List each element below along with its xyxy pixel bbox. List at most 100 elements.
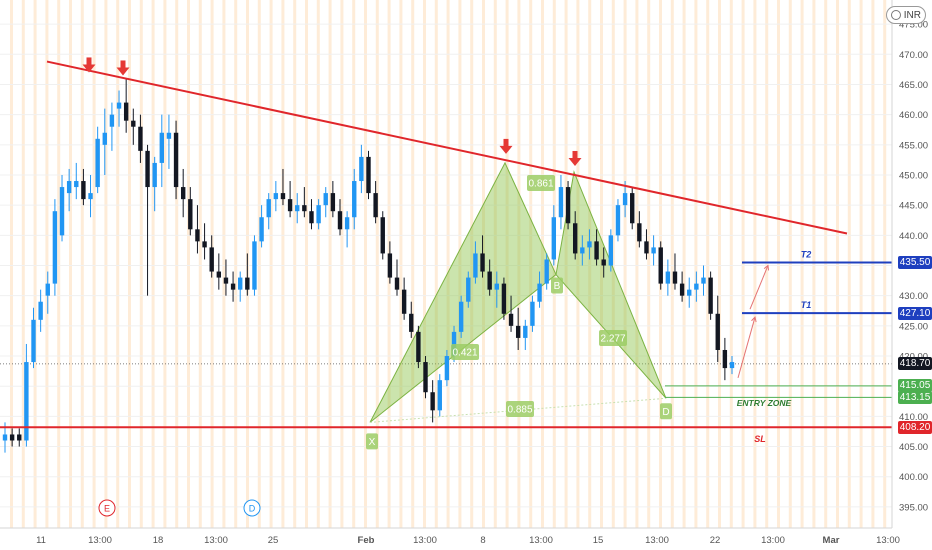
session-stripe	[777, 0, 780, 528]
session-stripe	[364, 0, 367, 528]
session-stripe	[57, 0, 61, 528]
session-stripe	[198, 0, 202, 528]
candle-body	[565, 187, 571, 224]
session-stripe	[234, 0, 238, 528]
candle-body	[38, 301, 43, 320]
session-stripe	[269, 0, 273, 528]
session-stripe	[647, 0, 651, 528]
candle-body	[672, 271, 678, 284]
candle-body	[280, 193, 286, 200]
candle-body	[679, 283, 685, 296]
currency-badge[interactable]: INR	[885, 6, 926, 24]
stop-loss-label: SL	[754, 434, 766, 444]
price-tick-label: 470.00	[899, 50, 928, 61]
candle-body	[95, 138, 100, 188]
candle-body	[252, 241, 257, 290]
session-stripe	[883, 0, 887, 528]
price-tick-label: 475.00	[899, 20, 928, 31]
point-x-label-bg	[366, 433, 378, 450]
arrow-down-icon	[82, 64, 96, 73]
time-tick-label: 18	[153, 535, 164, 546]
currency-label: INR	[903, 9, 921, 21]
time-tick-label: 13:00	[88, 535, 112, 546]
session-stripe	[163, 0, 167, 528]
candle-body	[530, 301, 535, 326]
session-stripe	[765, 0, 769, 528]
candle-body	[501, 283, 507, 314]
session-stripe	[470, 0, 474, 528]
candle-body	[238, 277, 243, 290]
candle-body	[366, 156, 371, 194]
ratio-xd-label: 0.885	[507, 405, 532, 416]
candle-body	[166, 132, 172, 139]
candle-body	[594, 241, 599, 260]
candle-body	[580, 247, 585, 254]
session-stripe	[623, 0, 627, 528]
candle-body	[508, 313, 514, 326]
ratio-xd-label-bg	[506, 401, 534, 417]
session-stripe	[175, 0, 179, 528]
candle-body	[458, 301, 464, 332]
candle-body	[202, 241, 207, 248]
candle-body	[608, 235, 614, 266]
ratio-ac-label: 0.861	[528, 179, 553, 190]
resistance-trendline	[46, 60, 848, 235]
candle-body	[245, 277, 250, 290]
session-stripe	[305, 0, 308, 528]
candle-body	[515, 325, 521, 338]
candle-body	[651, 247, 656, 254]
session-stripe	[104, 0, 108, 528]
session-stripe	[222, 0, 226, 528]
event-marker-icon	[98, 499, 116, 517]
candle-body	[230, 283, 236, 290]
event-marker-label: E	[104, 504, 110, 514]
session-stripe	[493, 0, 497, 528]
price-tick-label: 450.00	[899, 170, 928, 181]
candle-body	[715, 313, 720, 350]
time-tick-label: 13:00	[529, 535, 553, 546]
candle-body	[444, 356, 450, 381]
candle-body	[323, 193, 328, 206]
candle-body	[195, 229, 200, 242]
session-stripe	[257, 0, 261, 528]
candle-body	[302, 205, 307, 212]
candle-body	[309, 211, 314, 224]
candle-body	[145, 150, 150, 188]
price-tick-label: 445.00	[899, 201, 928, 212]
candle-body	[102, 132, 107, 145]
candle-body	[17, 434, 22, 441]
candle-body	[587, 241, 592, 248]
candle-body	[551, 217, 557, 260]
session-stripe	[718, 0, 721, 528]
candle-body	[173, 132, 179, 188]
candle-body	[451, 331, 457, 357]
candle-body	[665, 271, 671, 284]
session-stripe	[10, 0, 13, 528]
time-tick-label: 13:00	[413, 535, 437, 546]
arrow-down-icon	[120, 60, 126, 69]
session-stripe	[541, 0, 544, 528]
session-stripe	[340, 0, 344, 528]
candle-body	[708, 277, 713, 314]
price-tick-label: 425.00	[899, 321, 928, 332]
candle-body	[344, 217, 350, 230]
point-d-label-bg	[660, 403, 672, 420]
session-stripe	[529, 0, 533, 528]
price-tick-label: 465.00	[899, 80, 928, 91]
candle-body	[259, 217, 264, 242]
session-stripe	[293, 0, 297, 528]
candle-body	[295, 205, 300, 212]
price-tick-label: 405.00	[899, 442, 928, 453]
session-stripe	[434, 0, 438, 528]
candle-body	[394, 277, 400, 290]
time-tick-label: 15	[593, 535, 604, 546]
candle-body	[729, 362, 735, 369]
candle-body	[52, 211, 58, 284]
arrow-head-icon	[751, 316, 757, 323]
candle-body	[494, 283, 499, 290]
ratio-xb-label: 0.421	[452, 348, 477, 359]
candle-body	[88, 193, 93, 200]
price-tag: 427.10	[898, 306, 932, 320]
session-stripe	[328, 0, 332, 528]
